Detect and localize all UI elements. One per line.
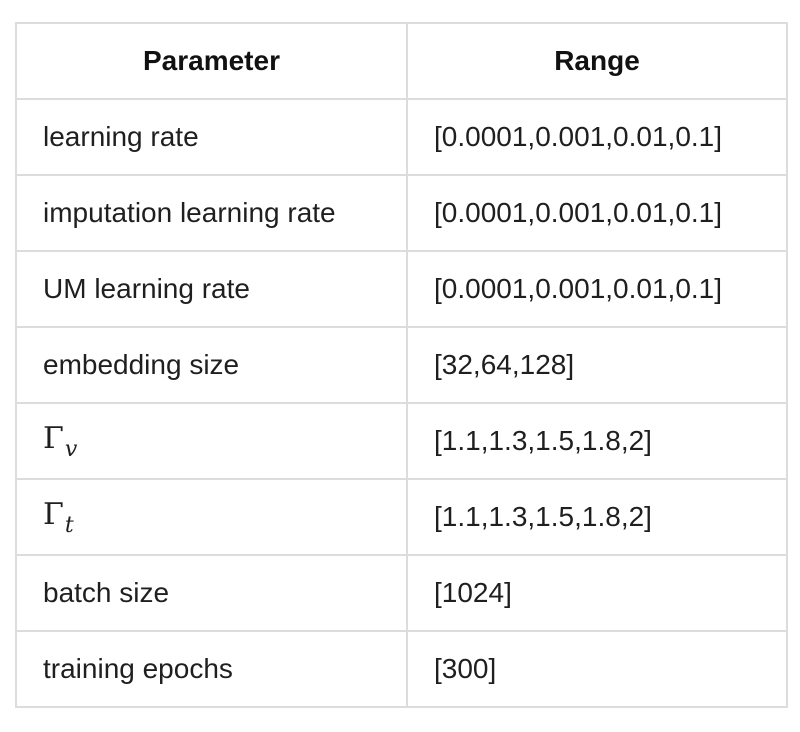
header-row: Parameter Range	[15, 22, 788, 100]
table-row: Γv [1.1,1.3,1.5,1.8,2]	[15, 402, 788, 480]
gamma-subscript: t	[64, 512, 74, 538]
table-row: Γt [1.1,1.3,1.5,1.8,2]	[15, 478, 788, 556]
parameter-cell-gamma-t: Γt	[15, 478, 408, 556]
hyperparameter-table: Parameter Range learning rate [0.0001,0.…	[15, 22, 788, 708]
parameter-cell: training epochs	[15, 630, 408, 708]
table-row: embedding size [32,64,128]	[15, 326, 788, 404]
range-cell: [0.0001,0.001,0.01,0.1]	[406, 174, 788, 252]
range-cell: [1.1,1.3,1.5,1.8,2]	[406, 478, 788, 556]
range-cell: [300]	[406, 630, 788, 708]
range-cell: [0.0001,0.001,0.01,0.1]	[406, 250, 788, 328]
gamma-symbol: Γ	[43, 496, 64, 532]
parameter-cell: UM learning rate	[15, 250, 408, 328]
table-row: training epochs [300]	[15, 630, 788, 708]
parameter-cell: imputation learning rate	[15, 174, 408, 252]
range-cell: [32,64,128]	[406, 326, 788, 404]
table-row: learning rate [0.0001,0.001,0.01,0.1]	[15, 98, 788, 176]
parameter-cell: batch size	[15, 554, 408, 632]
header-parameter: Parameter	[15, 22, 408, 100]
header-range: Range	[406, 22, 788, 100]
gamma-symbol: Γ	[43, 420, 64, 456]
table-row: UM learning rate [0.0001,0.001,0.01,0.1]	[15, 250, 788, 328]
parameter-cell: embedding size	[15, 326, 408, 404]
table-row: batch size [1024]	[15, 554, 788, 632]
table-body: learning rate [0.0001,0.001,0.01,0.1] im…	[15, 98, 788, 708]
range-cell: [1.1,1.3,1.5,1.8,2]	[406, 402, 788, 480]
table-header: Parameter Range	[15, 22, 788, 100]
range-cell: [1024]	[406, 554, 788, 632]
gamma-subscript: v	[64, 436, 78, 462]
parameter-cell: learning rate	[15, 98, 408, 176]
parameter-cell-gamma-v: Γv	[15, 402, 408, 480]
table-row: imputation learning rate [0.0001,0.001,0…	[15, 174, 788, 252]
range-cell: [0.0001,0.001,0.01,0.1]	[406, 98, 788, 176]
